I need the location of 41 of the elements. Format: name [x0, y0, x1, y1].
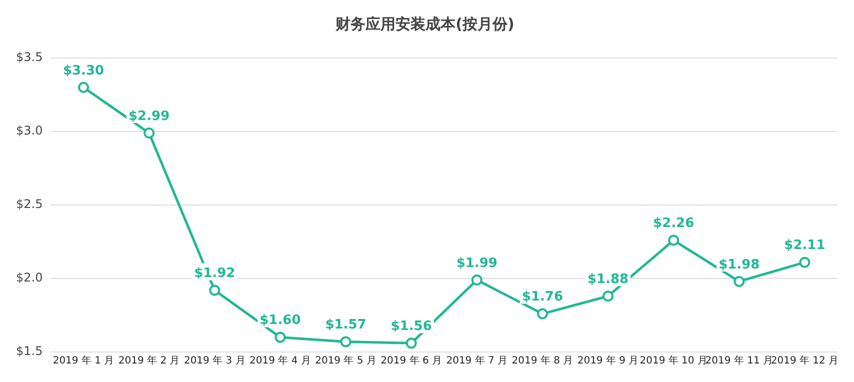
x-tick-label: 2019 年 10 月: [640, 354, 708, 367]
point: [602, 290, 614, 302]
data-label: $1.88: [587, 272, 629, 288]
point: [78, 82, 89, 93]
data-label: $1.98: [718, 257, 760, 272]
data-label: $1.76: [522, 290, 564, 305]
data-label: $2.11: [784, 238, 826, 254]
data-label: $2.26: [653, 216, 694, 232]
point: [799, 256, 810, 268]
x-tick-label: 2019 年 7 月: [446, 354, 508, 367]
data-label: $1.57: [325, 318, 366, 333]
point: [471, 274, 482, 286]
point: [734, 276, 745, 287]
data-label: $1.92: [194, 266, 236, 282]
x-tick-label: 2019 年 3 月: [184, 354, 246, 367]
point: [340, 336, 352, 348]
x-tick-label: 2019 年 1 月: [52, 354, 114, 367]
point: [274, 332, 286, 343]
y-tick-label: $3.0: [16, 124, 43, 138]
point: [536, 308, 548, 320]
data-label: $2.99: [128, 108, 170, 124]
chart-title: 财务应用安装成本(按月份): [334, 14, 514, 33]
x-tick-label: 2019 年 12 月: [770, 354, 839, 367]
y-tick-label: $3.5: [16, 50, 43, 64]
y-tick-label: $1.5: [16, 344, 43, 358]
point: [406, 338, 417, 349]
x-tick-label: 2019 年 2 月: [118, 354, 180, 367]
x-tick-label: 2019 年 9 月: [577, 354, 639, 367]
x-tick-label: 2019 年 5 月: [315, 354, 376, 367]
data-label: $1.99: [456, 256, 498, 271]
x-tick-label: 2019 年 4 月: [250, 354, 311, 367]
y-tick-label: $2.5: [16, 197, 43, 212]
y-tick-label: $2.0: [16, 270, 43, 285]
x-tick-label: 2019 年 6 月: [380, 354, 442, 367]
data-label: $3.30: [62, 63, 104, 78]
data-label: $1.56: [390, 319, 432, 334]
point: [209, 284, 220, 296]
point: [668, 234, 680, 246]
point: [144, 127, 155, 138]
data-label: $1.60: [260, 313, 301, 328]
x-tick-label: 2019 年 8 月: [512, 354, 574, 367]
